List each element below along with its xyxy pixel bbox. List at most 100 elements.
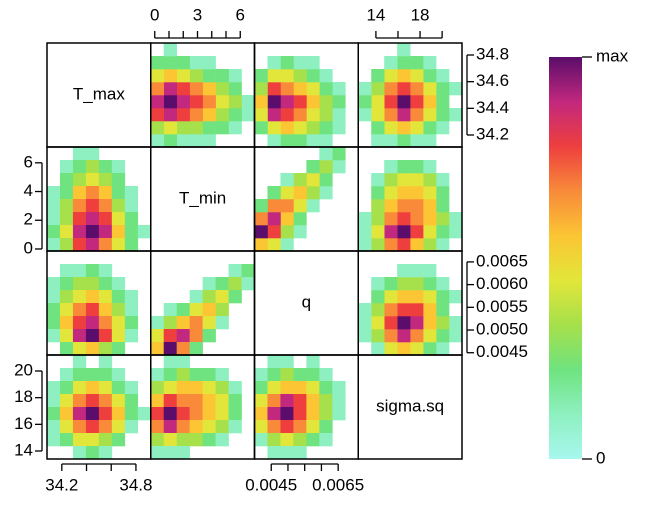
- heat-cell: [423, 290, 437, 304]
- heat-cell: [436, 342, 450, 356]
- heat-cell: [293, 108, 307, 122]
- heat-cell: [59, 433, 74, 447]
- heat-cell: [85, 277, 100, 291]
- heat-cell: [293, 368, 307, 382]
- heat-cell: [85, 264, 100, 278]
- heat-cell: [202, 108, 216, 122]
- heat-cell: [215, 407, 229, 421]
- y-tick-label: 0.0045: [476, 342, 528, 361]
- heat-cell: [150, 82, 165, 96]
- heat-cell: [150, 56, 165, 70]
- heat-cell: [72, 342, 87, 356]
- heat-cell: [189, 407, 203, 421]
- heat-cell: [423, 69, 437, 83]
- heat-cell: [267, 420, 281, 434]
- heat-cell: [280, 368, 294, 382]
- heat-cell: [254, 368, 268, 382]
- heat-cell: [98, 446, 113, 460]
- heat-cell: [59, 316, 74, 330]
- heat-cell: [306, 407, 320, 421]
- heat-cell: [293, 446, 307, 460]
- heat-cell: [254, 420, 268, 434]
- heat-cell: [85, 212, 100, 226]
- heat-cell: [98, 225, 113, 239]
- heat-cell: [423, 108, 437, 122]
- heat-cell: [215, 303, 229, 317]
- heat-cell: [267, 199, 281, 213]
- heat-cell: [423, 238, 437, 252]
- heat-cell: [254, 225, 268, 239]
- heat-cell: [423, 160, 437, 174]
- heat-cell: [423, 56, 437, 70]
- y-tick-label: 0.0060: [476, 274, 528, 293]
- heat-cell: [85, 186, 100, 200]
- heat-cell: [202, 381, 216, 395]
- heat-cell: [228, 108, 242, 122]
- heat-cell: [98, 264, 113, 278]
- heat-cell: [267, 225, 281, 239]
- heat-cell: [202, 95, 216, 109]
- heat-cell: [306, 121, 320, 135]
- heat-cell: [150, 381, 165, 395]
- heat-cell: [85, 407, 100, 421]
- heat-cell: [449, 108, 463, 122]
- heat-cell: [189, 368, 203, 382]
- heat-cell: [384, 199, 398, 213]
- heat-cell: [280, 225, 294, 239]
- heat-cell: [163, 420, 177, 434]
- x-tick-label: 3: [193, 5, 202, 24]
- heat-cell: [189, 134, 203, 148]
- heat-cell: [98, 433, 113, 447]
- heat-cell: [306, 173, 320, 187]
- heat-cell: [267, 433, 281, 447]
- x-tick-label: 34.2: [45, 475, 78, 494]
- heat-cell: [215, 95, 229, 109]
- heat-cell: [215, 277, 229, 291]
- heat-cell: [436, 225, 450, 239]
- heat-cell: [293, 95, 307, 109]
- heat-cell: [267, 381, 281, 395]
- heat-cell: [267, 56, 281, 70]
- y-tick-label: 14: [14, 440, 33, 459]
- diagonal-label: T_min: [179, 188, 226, 207]
- heat-cell: [332, 407, 346, 421]
- heat-cell: [176, 446, 190, 460]
- heat-cell: [228, 82, 242, 96]
- heat-cell: [150, 342, 165, 356]
- heat-cell: [47, 316, 61, 330]
- heat-cell: [410, 186, 424, 200]
- heat-cell: [228, 95, 242, 109]
- heat-cell: [47, 433, 61, 447]
- heat-cell: [306, 186, 320, 200]
- heat-cell: [332, 147, 346, 161]
- heat-cell: [124, 303, 139, 317]
- x-tick-label: 0.0065: [312, 475, 364, 494]
- diagonal-label: sigma.sq: [376, 396, 444, 415]
- heat-cell: [228, 394, 242, 408]
- heat-cell: [280, 420, 294, 434]
- heat-cell: [228, 407, 242, 421]
- heat-cell: [163, 108, 177, 122]
- heat-cell: [397, 329, 411, 343]
- heat-cell: [59, 420, 74, 434]
- heat-cell: [150, 108, 165, 122]
- y-tick-label: 34.4: [476, 98, 509, 117]
- y-tick-label: 20: [14, 360, 33, 379]
- heat-cell: [293, 56, 307, 70]
- heat-cell: [111, 433, 126, 447]
- heat-cell: [72, 407, 87, 421]
- heat-cell: [98, 368, 113, 382]
- heat-cell: [410, 316, 424, 330]
- heat-cell: [215, 121, 229, 135]
- heat-cell: [150, 420, 165, 434]
- heat-cell: [189, 95, 203, 109]
- heat-cell: [384, 212, 398, 226]
- heat-cell: [150, 446, 165, 460]
- heat-cell: [124, 420, 139, 434]
- heat-cell: [215, 108, 229, 122]
- heat-cell: [202, 303, 216, 317]
- heat-cell: [436, 212, 450, 226]
- heat-cell: [85, 394, 100, 408]
- heat-cell: [59, 199, 74, 213]
- heat-cell: [176, 303, 190, 317]
